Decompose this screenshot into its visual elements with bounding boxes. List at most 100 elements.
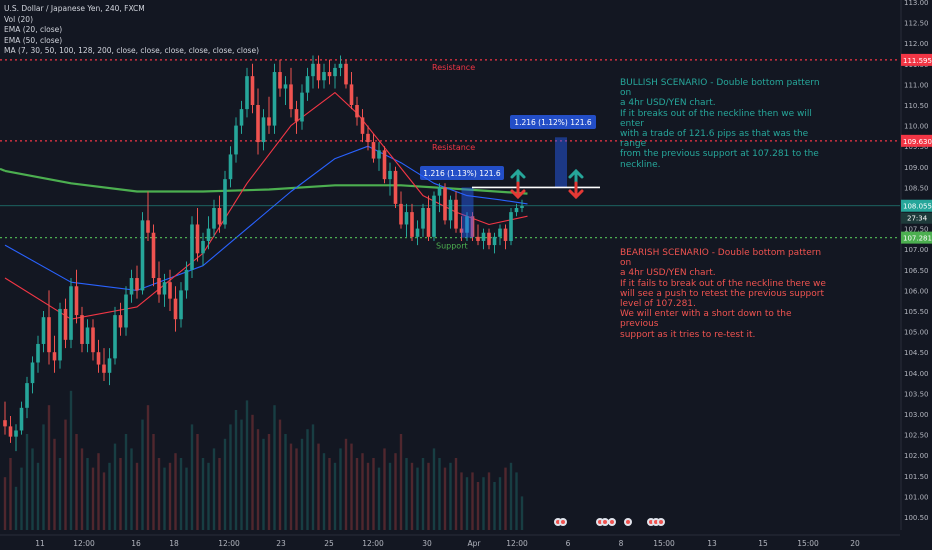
candle-body[interactable] <box>294 109 299 122</box>
candle-body[interactable] <box>162 282 167 295</box>
candle-body[interactable] <box>448 199 453 221</box>
candle-body[interactable] <box>333 67 337 77</box>
candle-body[interactable] <box>173 298 178 320</box>
candle-body[interactable] <box>91 327 95 353</box>
candle-body[interactable] <box>25 383 29 408</box>
candle-body[interactable] <box>74 286 79 316</box>
price-axis[interactable] <box>901 0 932 550</box>
indicator-ema50[interactable]: EMA (50, close) <box>4 35 63 45</box>
candle-body[interactable] <box>470 216 475 237</box>
candle-body[interactable] <box>41 317 46 344</box>
candle-body[interactable] <box>371 142 376 159</box>
candle-body[interactable] <box>228 154 233 180</box>
candle-body[interactable] <box>124 294 128 328</box>
candle-body[interactable] <box>184 269 189 291</box>
candle-body[interactable] <box>355 105 359 118</box>
candle-body[interactable] <box>69 286 73 340</box>
candle-body[interactable] <box>503 228 508 241</box>
candle-body[interactable] <box>113 315 117 359</box>
bearish-scenario-note[interactable]: BEARISH SCENARIO - Double bottom pattern… <box>620 248 830 340</box>
candle-body[interactable] <box>129 278 134 295</box>
candle-body[interactable] <box>305 76 310 93</box>
candle-body[interactable] <box>283 84 288 89</box>
bullish-scenario-note[interactable]: BULLISH SCENARIO - Double bottom pattern… <box>620 78 830 170</box>
candle-body[interactable] <box>388 170 392 180</box>
candle-body[interactable] <box>206 228 211 241</box>
candle-body[interactable] <box>102 364 106 373</box>
candle-body[interactable] <box>377 150 381 159</box>
candle-body[interactable] <box>437 187 442 196</box>
indicator-ema20[interactable]: EMA (20, close) <box>4 25 63 34</box>
candle-body[interactable] <box>63 308 68 340</box>
candle-body[interactable] <box>509 212 513 241</box>
candle-body[interactable] <box>311 63 315 77</box>
candle-body[interactable] <box>382 150 387 180</box>
candle-body[interactable] <box>410 212 414 237</box>
candle-body[interactable] <box>415 228 420 237</box>
price-tag-resistance-1[interactable]: 111.595 <box>903 57 932 65</box>
candle-body[interactable] <box>217 208 222 225</box>
candle-body[interactable] <box>250 76 255 105</box>
candle-body[interactable] <box>239 109 244 126</box>
measure-label-2[interactable]: 1.216 (1.12%) 121.6 <box>514 118 592 127</box>
candle-body[interactable] <box>118 315 123 328</box>
candle-body[interactable] <box>459 228 464 233</box>
candle-body[interactable] <box>316 63 321 81</box>
candle-body[interactable] <box>300 92 304 122</box>
candle-body[interactable] <box>140 220 145 291</box>
candle-body[interactable] <box>272 72 277 126</box>
candle-body[interactable] <box>404 212 409 225</box>
indicator-vol[interactable]: Vol (20) <box>4 14 34 24</box>
measure-box-1[interactable] <box>461 187 474 238</box>
candle-body[interactable] <box>146 220 150 233</box>
symbol-title[interactable]: U.S. Dollar / Japanese Yen, 240, FXCM <box>4 4 145 13</box>
candle-body[interactable] <box>498 228 502 237</box>
candle-body[interactable] <box>245 76 249 110</box>
candle-body[interactable] <box>432 195 436 237</box>
candle-body[interactable] <box>256 105 260 143</box>
candle-body[interactable] <box>520 205 524 208</box>
candle-body[interactable] <box>399 203 403 225</box>
candle-body[interactable] <box>157 278 161 295</box>
candle-body[interactable] <box>481 232 486 241</box>
candle-body[interactable] <box>322 72 326 81</box>
candle-body[interactable] <box>338 63 343 68</box>
candle-body[interactable] <box>492 236 497 246</box>
candle-body[interactable] <box>179 290 183 320</box>
measure-label-1[interactable]: 1.216 (1.13%) 121.6 <box>423 169 501 178</box>
candle-body[interactable] <box>234 125 238 155</box>
candle-body[interactable] <box>58 308 62 361</box>
candle-body[interactable] <box>267 117 271 126</box>
candle-body[interactable] <box>52 352 57 361</box>
candle-body[interactable] <box>454 199 458 229</box>
candle-body[interactable] <box>278 72 282 89</box>
candle-body[interactable] <box>366 133 370 143</box>
candle-body[interactable] <box>465 216 469 233</box>
candle-body[interactable] <box>223 179 227 225</box>
candle-body[interactable] <box>195 224 200 254</box>
candle-body[interactable] <box>8 426 13 437</box>
candle-body[interactable] <box>85 327 90 344</box>
candle-body[interactable] <box>349 84 354 105</box>
price-tag-resistance-2[interactable]: 109.630 <box>903 138 932 146</box>
candle-body[interactable] <box>212 208 216 229</box>
candle-body[interactable] <box>135 278 139 291</box>
candle-body[interactable] <box>487 232 491 246</box>
candle-body[interactable] <box>443 187 447 221</box>
candle-body[interactable] <box>261 117 266 143</box>
candle-body[interactable] <box>47 317 51 353</box>
candle-body[interactable] <box>289 84 293 110</box>
candle-body[interactable] <box>190 224 194 270</box>
candle-body[interactable] <box>426 208 431 237</box>
candle-body[interactable] <box>514 208 519 213</box>
candle-body[interactable] <box>96 352 101 365</box>
candle-body[interactable] <box>36 343 40 363</box>
candle-body[interactable] <box>30 362 35 384</box>
candle-body[interactable] <box>168 282 172 299</box>
candle-body[interactable] <box>14 430 18 437</box>
indicator-ma[interactable]: MA (7, 30, 50, 100, 128, 200, close, clo… <box>4 46 259 55</box>
price-tag-support[interactable]: 107.281 <box>903 235 932 243</box>
candle-body[interactable] <box>151 232 156 279</box>
candle-body[interactable] <box>201 240 205 254</box>
